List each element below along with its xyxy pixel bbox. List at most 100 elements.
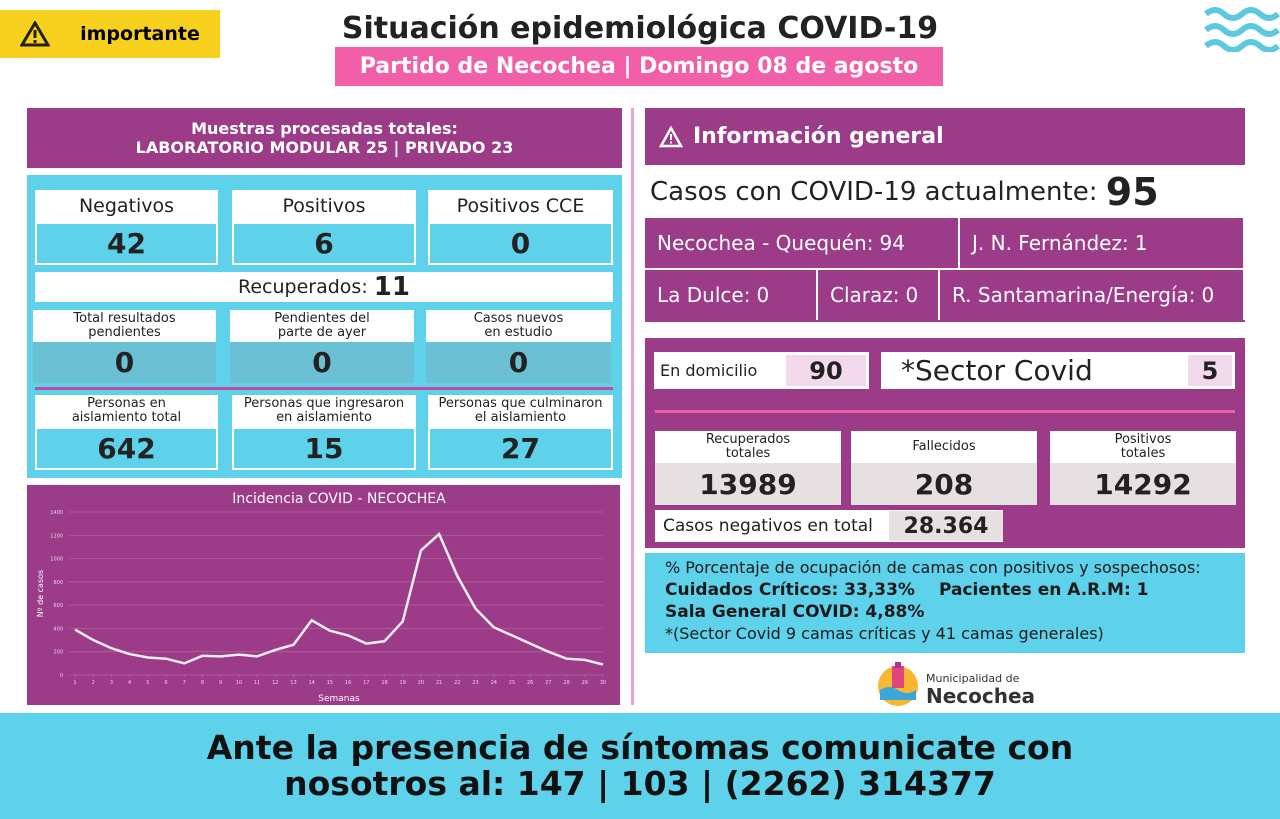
x-tick-label: 4 [128, 680, 131, 686]
pending-label: Pendientes del parte de ayer [230, 310, 414, 342]
test-value: 0 [428, 222, 613, 265]
y-tick-label: 800 [53, 580, 63, 586]
locality: La Dulce: 0 [645, 270, 818, 320]
x-tick-label: 12 [272, 680, 278, 686]
y-tick-label: 600 [53, 603, 63, 609]
y-tick-label: 400 [53, 626, 63, 632]
locality-value: 1 [1134, 231, 1148, 255]
beds-note: *(Sector Covid 9 camas críticas y 41 cam… [665, 624, 1104, 643]
locality-value: 0 [756, 283, 770, 307]
pending-value: 0 [426, 342, 611, 383]
locality-name: Claraz: [830, 283, 900, 307]
x-tick-label: 9 [219, 680, 222, 686]
isolation-value: 27 [428, 427, 613, 470]
recovered: Recuperados: 11 [35, 272, 613, 302]
locality-value: 0 [1201, 283, 1215, 307]
footer-line: Ante la presencia de síntomas comunicate… [206, 728, 1074, 767]
y-tick-label: 0 [60, 673, 63, 679]
y-tick-label: 1400 [50, 510, 63, 516]
locality: Claraz: 0 [818, 270, 940, 320]
footer-line: nosotros al: 147 | 103 | (2262) 314377 [284, 764, 996, 803]
total-label: Recuperados totales [655, 431, 841, 463]
recovered-label: Recuperados: [238, 276, 368, 298]
footer: Ante la presencia de síntomas comunicate… [0, 713, 1280, 819]
badge: importante [0, 10, 220, 58]
active-cases: Casos con COVID-19 actualmente: 95 [650, 170, 1240, 214]
pending-value: 0 [230, 342, 414, 383]
x-tick-label: 6 [164, 680, 167, 686]
total-value: 13989 [655, 463, 841, 505]
x-tick-label: 10 [236, 680, 242, 686]
locality-value: 94 [879, 231, 905, 255]
general-title: Información general [693, 124, 944, 149]
x-tick-label: 18 [381, 680, 387, 686]
locality: J. N. Fernández: 1 [960, 218, 1245, 268]
beds-line: Cuidados Críticos: 33,33% Pacientes en A.… [665, 579, 1245, 601]
title: Situación epidemiológica COVID-19 [341, 10, 939, 46]
pending-label: Casos nuevos en estudio [426, 310, 611, 342]
y-axis-label: Nº de casos [36, 570, 45, 617]
beds-box: % Porcentaje de ocupación de camas con p… [645, 553, 1245, 653]
beds-arm: Pacientes en A.R.M: 1 [938, 580, 1149, 600]
warning-icon [659, 125, 683, 147]
x-tick-label: 16 [345, 680, 351, 686]
beds-line: % Porcentaje de ocupación de camas con p… [665, 558, 1201, 577]
divider [645, 268, 1245, 270]
total-value: 14292 [1050, 463, 1236, 505]
locality: Necochea - Quequén: 94 [645, 218, 960, 268]
x-tick-label: 13 [290, 680, 296, 686]
isolation-label: Personas que ingresaron en aislamiento [232, 395, 416, 427]
locality: R. Santamarina/Energía: 0 [940, 270, 1245, 320]
divider [655, 410, 1235, 413]
chart-panel: Incidencia COVID - NECOCHEA Nº de casos Se… [27, 485, 620, 705]
chart: Incidencia COVID - NECOCHEA Nº de casos Se… [36, 491, 606, 704]
active-value: 95 [1105, 170, 1159, 214]
logo-icon [878, 662, 918, 706]
isolation-label: Personas en aislamiento total [35, 395, 218, 427]
x-tick-label: 15 [327, 680, 333, 686]
x-tick-label: 19 [400, 680, 406, 686]
localities-panel [645, 218, 1245, 322]
separator [631, 108, 634, 705]
badge-text: importante [80, 23, 200, 45]
x-tick-label: 17 [363, 680, 369, 686]
test-value: 6 [232, 222, 416, 265]
beds-general: Sala General COVID: 4,88% [665, 602, 925, 622]
negatives-value: 28.364 [889, 511, 1003, 541]
samples-header: Muestras procesadas totales: LABORATORIO… [27, 108, 622, 168]
y-tick-label: 1200 [50, 533, 63, 539]
total-label: Fallecidos [851, 431, 1037, 463]
locality-value: 0 [905, 283, 919, 307]
x-tick-label: 20 [418, 680, 424, 686]
test-label: Negativos [35, 190, 218, 222]
negatives-box: Casos negativos en total 28.364 [655, 510, 1003, 542]
home-box: En domicilio 90 [654, 352, 869, 389]
x-tick-label: 3 [110, 680, 113, 686]
logo-line: Municipalidad de [926, 672, 1020, 685]
total-label: Positivos totales [1050, 431, 1236, 463]
pending-value: 0 [33, 342, 216, 383]
beds-critical: Cuidados Críticos: 33,33% [665, 580, 915, 600]
subtitle: Partido de Necochea | Domingo 08 de agos… [335, 47, 943, 86]
x-tick-label: 5 [146, 680, 149, 686]
samples-line: Muestras procesadas totales: [191, 119, 458, 138]
isolation-value: 642 [35, 427, 218, 470]
sector-value: 5 [1188, 355, 1232, 386]
test-label: Positivos CCE [428, 190, 613, 222]
warning-icon [20, 21, 50, 47]
negatives-label: Casos negativos en total [663, 516, 873, 536]
y-tick-label: 200 [53, 650, 63, 656]
locality-name: R. Santamarina/Energía: [952, 283, 1196, 307]
locality-name: Necochea - Quequén: [657, 231, 874, 255]
active-label: Casos con COVID-19 actualmente: [650, 177, 1098, 207]
locality-name: La Dulce: [657, 283, 751, 307]
y-tick-label: 1000 [50, 557, 63, 563]
divider [35, 387, 613, 390]
general-header: Información general [645, 108, 1245, 165]
home-label: En domicilio [660, 361, 758, 380]
x-tick-label: 26 [527, 680, 533, 686]
samples-line: LABORATORIO MODULAR 25 | PRIVADO 23 [135, 138, 514, 157]
x-tick-label: 11 [254, 680, 260, 686]
x-tick-label: 2 [92, 680, 95, 686]
